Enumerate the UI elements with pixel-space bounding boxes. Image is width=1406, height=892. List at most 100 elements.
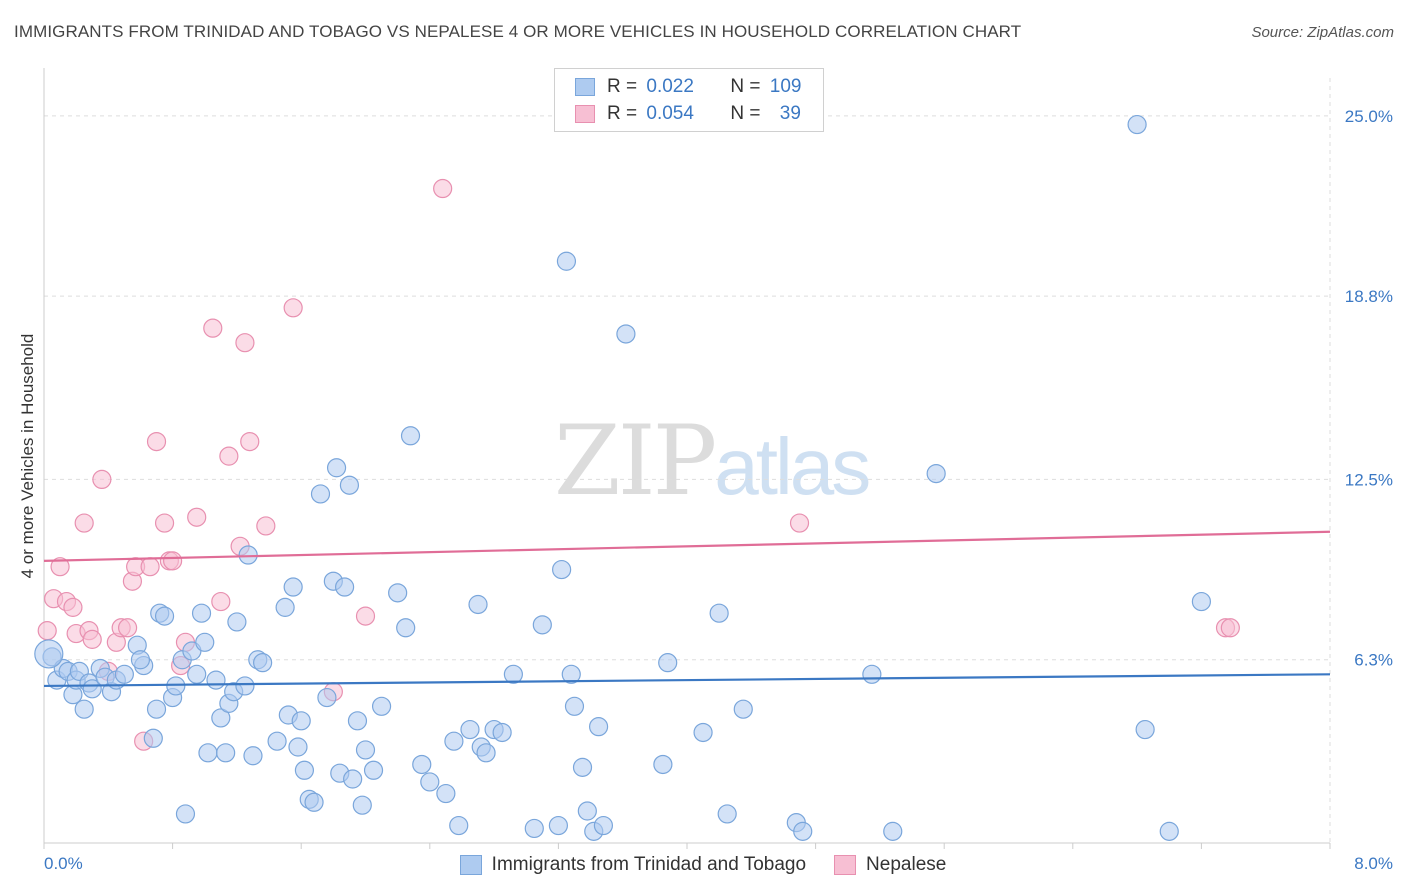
- nepalese-trend-line: [43, 530, 1331, 562]
- trinidad-point: [166, 676, 186, 696]
- trinidad-point: [653, 754, 673, 775]
- trinidad-point: [130, 650, 151, 670]
- trinidad-point: [291, 711, 311, 731]
- trinidad-point: [926, 463, 946, 484]
- trinidad-point: [548, 815, 569, 836]
- nepalese-point: [1220, 618, 1240, 638]
- nepalese-point: [74, 513, 94, 533]
- trinidad-point: [146, 699, 167, 719]
- trinidad-point: [216, 743, 236, 763]
- trinidad-point: [588, 717, 609, 737]
- trinidad-point: [862, 664, 882, 684]
- trinidad-point: [227, 612, 247, 632]
- nepalese-point: [789, 513, 810, 533]
- legend-row-nepalese: R = 0.054 N = 39: [575, 101, 801, 127]
- trinidad-point: [275, 597, 295, 617]
- trinidad-point: [709, 603, 729, 623]
- trinidad-point: [717, 804, 737, 824]
- nepalese-point: [92, 469, 112, 490]
- trinidad-point: [175, 804, 196, 824]
- legend-r-label: R =: [607, 103, 638, 124]
- trinidad-point: [355, 740, 376, 760]
- trinidad-point: [492, 722, 512, 743]
- nepalese-point: [50, 557, 70, 577]
- trinidad-point: [206, 670, 226, 690]
- watermark-atlas: atlas: [714, 422, 871, 511]
- trinidad-point: [267, 731, 287, 751]
- trinidad-point: [154, 606, 175, 626]
- legend-r-value: 0.054: [646, 103, 694, 124]
- trinidad-point: [304, 792, 324, 812]
- chart-title: IMMIGRANTS FROM TRINIDAD AND TOBAGO VS N…: [14, 22, 1022, 41]
- trinidad-point: [288, 737, 308, 757]
- trinidad-point: [253, 653, 273, 673]
- nepalese-points: [37, 178, 1240, 751]
- trinidad-point: [883, 821, 903, 841]
- legend-r-label: R =: [607, 76, 638, 97]
- trinidad-point: [82, 679, 102, 699]
- x-tick-label: 0.0%: [44, 854, 83, 873]
- legend-n-label: N =: [730, 103, 761, 124]
- trinidad-point: [1159, 821, 1179, 841]
- y-tick-label: 6.3%: [1354, 651, 1393, 670]
- nepalese-point: [117, 618, 138, 638]
- trinidad-point: [572, 757, 593, 777]
- trinidad-point: [1127, 114, 1147, 135]
- trinidad-point: [577, 801, 597, 821]
- trinidad-point: [243, 746, 263, 766]
- trinidad-point: [733, 699, 753, 719]
- nepalese-point: [240, 431, 260, 452]
- trinidad-point: [235, 676, 255, 696]
- legend-n-value: 39: [779, 103, 801, 124]
- trinidad-point: [561, 664, 581, 684]
- watermark: ZIPatlas: [554, 405, 871, 517]
- trinidad-point: [347, 711, 368, 731]
- legend-row-trinidad: R = 0.022 N = 109: [575, 74, 801, 100]
- trinidad-point: [524, 818, 544, 839]
- series-swatch-blue: [459, 855, 482, 875]
- trinidad-point: [616, 324, 636, 344]
- nepalese-point: [256, 516, 276, 536]
- trinidad-point: [339, 475, 360, 495]
- trinidad-point: [412, 754, 432, 775]
- trinidad-point: [317, 687, 337, 708]
- nepalese-point: [63, 597, 83, 617]
- trinidad-point: [283, 577, 303, 597]
- legend-swatch-pink: [575, 105, 595, 123]
- legend-swatch-blue: [575, 78, 595, 96]
- y-tick-label: 25.0%: [1345, 107, 1393, 126]
- trinidad-point: [593, 815, 614, 836]
- trinidad-point: [552, 559, 572, 580]
- trinidad-point: [1135, 719, 1155, 740]
- trinidad-point: [74, 699, 94, 719]
- trinidad-point: [444, 731, 464, 751]
- trinidad-point: [363, 760, 384, 780]
- nepalese-point: [154, 513, 175, 533]
- trinidad-point: [400, 426, 421, 446]
- trinidad-point: [503, 664, 523, 684]
- trinidad-point: [187, 664, 207, 684]
- trinidad-point: [388, 583, 408, 603]
- trinidad-point: [195, 632, 215, 652]
- trinidad-point: [191, 603, 212, 623]
- trinidad-point: [476, 743, 496, 763]
- trinidad-point: [436, 783, 456, 804]
- trinidad-point: [211, 708, 231, 728]
- nepalese-point: [82, 629, 102, 649]
- trend-lines: [43, 530, 1331, 688]
- series-name-nepalese: Nepalese: [866, 854, 947, 875]
- nepalese-point: [235, 333, 255, 353]
- trinidad-point: [294, 760, 315, 780]
- trinidad-point: [352, 795, 372, 815]
- legend-n-value: 109: [769, 76, 802, 97]
- trinidad-point: [532, 615, 552, 635]
- nepalese-point: [211, 591, 231, 612]
- trinidad-point: [396, 618, 416, 638]
- trinidad-point: [198, 743, 218, 763]
- watermark-zip: ZIP: [554, 405, 717, 517]
- trinidad-point: [460, 719, 480, 740]
- nepalese-point: [163, 551, 183, 571]
- tick-labels: 6.3% 12.5% 18.8% 25.0% 0.0% 8.0%: [44, 107, 1393, 873]
- nepalese-point: [187, 507, 207, 527]
